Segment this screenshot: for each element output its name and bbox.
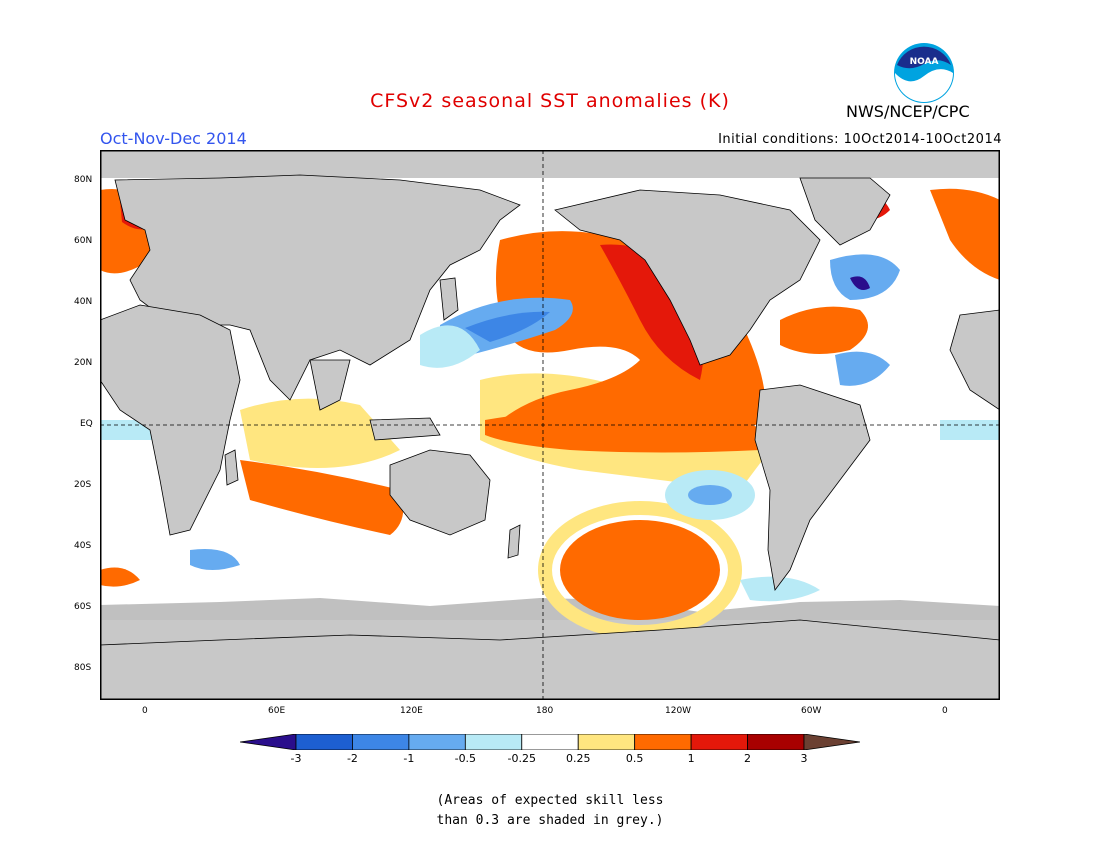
pacific-eq-warm [485, 409, 765, 453]
southern-cool-1 [190, 549, 240, 570]
colorbar-segment [690, 734, 748, 750]
lon-label: 60W [801, 706, 822, 716]
colorbar-tick-label: 2 [744, 752, 752, 765]
colorbar-tick-label: 0.5 [625, 752, 644, 765]
lat-label: 80S [74, 663, 92, 673]
skill-note-line-1: (Areas of expected skill less [436, 793, 664, 808]
colorbar-tick-label: -0.5 [454, 752, 477, 765]
lat-label: 20N [74, 358, 93, 368]
southern-warm-3 [100, 567, 140, 587]
colorbar-tick-label: -3 [290, 752, 302, 765]
colorbar-min-arrow [240, 734, 297, 750]
colorbar-segment [577, 734, 636, 750]
map-title: CFSv2 seasonal SST anomalies (K) [370, 90, 730, 112]
colorbar-tick-label: -0.25 [507, 752, 536, 765]
lon-label: 120E [400, 706, 423, 716]
landmasses [100, 174, 1000, 700]
lat-label: 80N [74, 175, 93, 185]
lon-label: 0 [142, 706, 148, 716]
lat-label: 60S [74, 602, 92, 612]
greenland-warm [930, 188, 1000, 280]
land-greenland [799, 177, 891, 246]
southern-low-skill [100, 598, 1000, 620]
lat-label: 60N [74, 236, 93, 246]
agency-label: NWS/NCEP/CPC [846, 102, 970, 121]
north-atlantic-cold [830, 254, 900, 300]
south-pacific-warm [560, 520, 720, 620]
colorbar-tick-label: -2 [346, 752, 358, 765]
colorbar-tick-label: 0.25 [565, 752, 591, 765]
subtropic-atlantic-cold [835, 351, 890, 386]
lat-label: 40S [74, 541, 92, 551]
south-pacific-cool-core [688, 485, 732, 505]
colorbar-segment [352, 734, 410, 750]
north-pacific-cold-core [465, 311, 550, 342]
land-indonesia [369, 417, 441, 441]
lat-label: 20S [74, 480, 92, 490]
land-africa [100, 304, 241, 536]
colorbar-tick-label: 3 [800, 752, 808, 765]
lat-label: EQ [80, 419, 93, 429]
map-frame [100, 150, 1000, 700]
arctic-low-skill [100, 150, 1000, 178]
lat-label: 40N [74, 297, 93, 307]
colorbar-segment [408, 734, 466, 750]
land-australia [389, 449, 491, 536]
colorbar-segment [464, 734, 523, 750]
land-new-zealand [507, 524, 521, 559]
colorbar-max-arrow [803, 734, 860, 750]
indian-yellow [240, 398, 400, 468]
land-madagascar [224, 449, 239, 486]
colorbar-segment [521, 734, 579, 750]
colorbar-segment [295, 734, 353, 750]
north-pacific-pale [420, 325, 480, 368]
lon-label: 0 [942, 706, 948, 716]
colorbar-segment [634, 734, 692, 750]
lon-label: 120W [665, 706, 692, 716]
colorbar-tick-label: 1 [687, 752, 695, 765]
color-scale-bar [240, 734, 860, 750]
land-india [309, 359, 351, 411]
colorbar-tick-label: -1 [403, 752, 415, 765]
eq-cool-band-2 [940, 420, 1000, 440]
land-south-america [754, 384, 871, 591]
sst-anomaly-map [100, 150, 1000, 700]
indian-ocean-warm-band [240, 460, 404, 535]
southern-cool-2 [740, 576, 820, 602]
skill-note-line-2: than 0.3 are shaded in grey.) [436, 813, 664, 828]
colorbar-segment [747, 734, 805, 750]
land-africa-east [949, 309, 1000, 411]
initial-conditions-label: Initial conditions: 10Oct2014-10Oct2014 [718, 132, 1002, 147]
land-antarctica [100, 619, 1000, 700]
logo-text: NOAA [910, 57, 939, 67]
season-label: Oct-Nov-Dec 2014 [100, 129, 247, 148]
lon-label: 60E [268, 706, 286, 716]
noaa-logo: NOAA [894, 43, 954, 103]
land-japan [439, 277, 459, 321]
lon-label: 180 [536, 706, 554, 716]
north-atlantic-warm [780, 306, 868, 354]
land-north-america [554, 189, 821, 366]
north-atlantic-cold-core [850, 276, 870, 291]
land-eurasia [114, 174, 521, 401]
